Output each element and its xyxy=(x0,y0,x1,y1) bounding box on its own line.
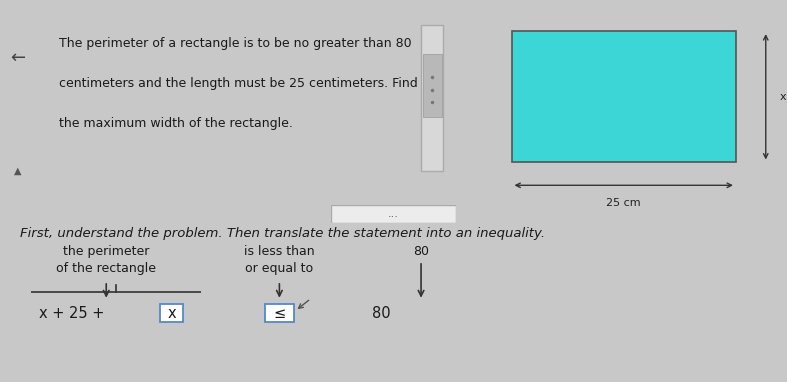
Bar xyxy=(423,54,442,117)
Text: the perimeter: the perimeter xyxy=(63,245,150,258)
Text: ≤: ≤ xyxy=(273,306,286,320)
Text: 25 cm: 25 cm xyxy=(607,198,641,208)
Text: is less than: is less than xyxy=(244,245,315,258)
Text: of the rectangle: of the rectangle xyxy=(56,262,157,275)
Text: x cm: x cm xyxy=(780,92,787,102)
Text: 80: 80 xyxy=(372,306,391,320)
Bar xyxy=(265,304,294,322)
Text: centimeters and the length must be 25 centimeters. Find: centimeters and the length must be 25 ce… xyxy=(59,77,418,90)
Text: ...: ... xyxy=(388,209,399,219)
Text: x + 25 +: x + 25 + xyxy=(39,306,109,320)
Text: the maximum width of the rectangle.: the maximum width of the rectangle. xyxy=(59,117,293,129)
Bar xyxy=(160,304,183,322)
Text: x: x xyxy=(168,306,176,320)
Text: The perimeter of a rectangle is to be no greater than 80: The perimeter of a rectangle is to be no… xyxy=(59,37,412,50)
Text: ▲: ▲ xyxy=(13,166,21,176)
Bar xyxy=(421,25,443,171)
Text: 80: 80 xyxy=(413,245,429,258)
Text: First, understand the problem. Then translate the statement into an inequality.: First, understand the problem. Then tran… xyxy=(20,227,545,240)
Text: ←: ← xyxy=(9,49,25,67)
Bar xyxy=(512,31,736,162)
Text: or equal to: or equal to xyxy=(246,262,313,275)
